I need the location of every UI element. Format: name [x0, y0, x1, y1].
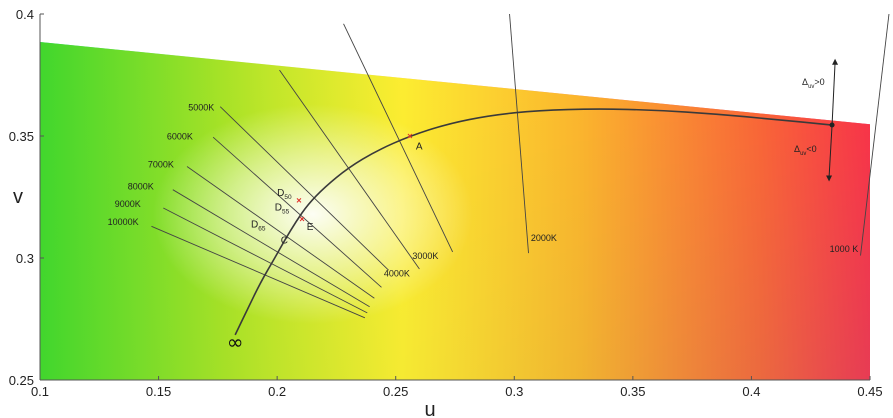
point-label-subscript: 55	[282, 208, 290, 215]
duv-arrow-down	[828, 124, 833, 178]
point-label: C	[281, 235, 288, 246]
isotherm-line	[186, 166, 375, 299]
point-label-subscript: 65	[258, 226, 266, 233]
x-tick-label: 0.4	[742, 384, 760, 399]
isotherm-lines: 10000K 9000K 8000K 7000K 6000K 5000K 4000K3000…	[108, 13, 890, 319]
isotherm-label: 2000K	[531, 233, 557, 243]
isotherm-line	[151, 225, 366, 319]
y-axis-ticks: 0.4 0.35 0.3 0.25	[9, 7, 44, 388]
isotherm-label: 10000K	[108, 217, 139, 227]
x-tick-label: 0.45	[857, 384, 882, 399]
y-tick-label: 0.4	[16, 7, 34, 22]
duv-negative-label: Δuv<0	[794, 144, 817, 157]
duv-negative-label-tail: <0	[806, 144, 816, 154]
duv-origin	[829, 122, 835, 128]
isotherm-line	[212, 136, 382, 288]
point-label-subscript: 50	[284, 194, 292, 201]
x-tick-label: 0.1	[31, 384, 49, 399]
isotherm-label: 1000 K	[830, 244, 859, 254]
isotherm-label: 8000K	[128, 182, 154, 192]
duv-arrow-up	[831, 62, 836, 126]
x-tick-label: 0.2	[268, 384, 286, 399]
x-tick-label: 0.15	[146, 384, 171, 399]
duv-positive-label-subscript: uv	[808, 84, 814, 90]
x-tick-label: 0.25	[383, 384, 408, 399]
x-tick-label: 0.35	[620, 384, 645, 399]
point-marker	[299, 216, 305, 222]
planckian-locus	[234, 108, 833, 336]
isotherm-line	[860, 13, 890, 256]
isotherm-line	[172, 189, 370, 308]
duv-arrowhead-down	[826, 175, 833, 182]
x-axis-label: u	[424, 399, 435, 418]
isotherm-label: 5000K	[188, 102, 214, 112]
y-tick-label: 0.3	[16, 251, 34, 266]
point-marker	[296, 198, 302, 203]
point-marker	[407, 133, 413, 139]
duv-positive-label: Δuv>0	[802, 77, 825, 90]
point-label: A	[416, 141, 423, 152]
isotherm-label: 7000K	[148, 160, 174, 170]
duv-arrowhead-up	[832, 58, 839, 65]
x-axis-ticks: 0.1 0.15 0.2 0.25 0.3 0.35 0.4 0.45	[31, 376, 883, 399]
y-axis-label: v	[13, 186, 23, 208]
point-label: E	[307, 222, 314, 233]
y-tick-label: 0.35	[9, 129, 34, 144]
isotherm-label: 4000K	[384, 268, 410, 278]
isotherm-label: 3000K	[412, 251, 438, 261]
isotherm-line	[163, 207, 368, 314]
isotherm-line	[343, 23, 454, 253]
y-tick-label: 0.25	[9, 373, 34, 388]
infinity-label: ∞	[227, 330, 244, 354]
isotherm-line	[219, 106, 389, 271]
isotherm-line	[279, 69, 420, 270]
isotherm-line	[509, 13, 529, 254]
duv-negative-label-subscript: uv	[800, 151, 806, 157]
duv-indicator: Δuv>0 Δuv<0	[794, 58, 839, 182]
isotherm-label: 6000K	[167, 132, 193, 142]
x-tick-label: 0.3	[505, 384, 523, 399]
isotherm-label: 9000K	[115, 199, 141, 209]
duv-positive-label-tail: >0	[814, 77, 824, 87]
